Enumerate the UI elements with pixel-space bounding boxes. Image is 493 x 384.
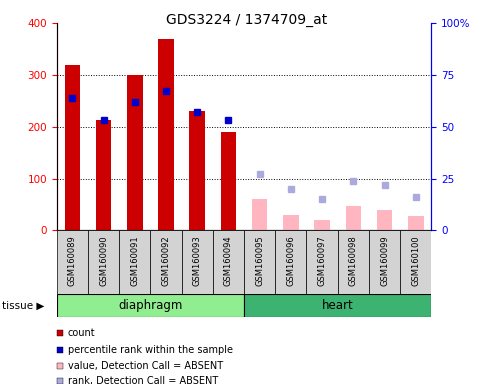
Bar (377, 210, 392, 230)
Text: GSM160089: GSM160089 (68, 235, 77, 286)
Bar (346, 205, 361, 230)
Bar (221, 132, 236, 230)
Text: tissue ▶: tissue ▶ (2, 300, 45, 310)
Text: rank, Detection Call = ABSENT: rank, Detection Call = ABSENT (68, 376, 218, 384)
Text: GSM160096: GSM160096 (286, 235, 295, 286)
FancyBboxPatch shape (57, 294, 244, 317)
Text: GSM160098: GSM160098 (349, 235, 358, 286)
FancyBboxPatch shape (275, 230, 307, 294)
Text: value, Detection Call = ABSENT: value, Detection Call = ABSENT (68, 361, 223, 371)
Bar (158, 39, 174, 230)
FancyBboxPatch shape (369, 230, 400, 294)
Bar (283, 215, 299, 230)
FancyBboxPatch shape (119, 230, 150, 294)
FancyBboxPatch shape (150, 230, 181, 294)
Text: GSM160095: GSM160095 (255, 235, 264, 286)
Bar (408, 216, 423, 230)
FancyBboxPatch shape (244, 294, 431, 317)
Text: GDS3224 / 1374709_at: GDS3224 / 1374709_at (166, 13, 327, 27)
Text: heart: heart (322, 299, 353, 312)
Text: diaphragm: diaphragm (118, 299, 182, 312)
Text: GSM160099: GSM160099 (380, 235, 389, 286)
Bar (189, 111, 205, 230)
Text: GSM160090: GSM160090 (99, 235, 108, 286)
FancyBboxPatch shape (181, 230, 213, 294)
FancyBboxPatch shape (307, 230, 338, 294)
Text: count: count (68, 328, 95, 338)
Bar (315, 220, 330, 230)
Bar (252, 199, 267, 230)
Text: percentile rank within the sample: percentile rank within the sample (68, 344, 233, 354)
Bar (65, 65, 80, 230)
Bar (127, 75, 142, 230)
Text: GSM160093: GSM160093 (193, 235, 202, 286)
FancyBboxPatch shape (400, 230, 431, 294)
Bar (96, 121, 111, 230)
Text: GSM160091: GSM160091 (130, 235, 139, 286)
FancyBboxPatch shape (213, 230, 244, 294)
FancyBboxPatch shape (338, 230, 369, 294)
FancyBboxPatch shape (88, 230, 119, 294)
Text: GSM160097: GSM160097 (317, 235, 326, 286)
Text: GSM160092: GSM160092 (162, 235, 171, 286)
FancyBboxPatch shape (244, 230, 275, 294)
FancyBboxPatch shape (57, 230, 88, 294)
Text: GSM160100: GSM160100 (411, 235, 420, 286)
Text: GSM160094: GSM160094 (224, 235, 233, 286)
